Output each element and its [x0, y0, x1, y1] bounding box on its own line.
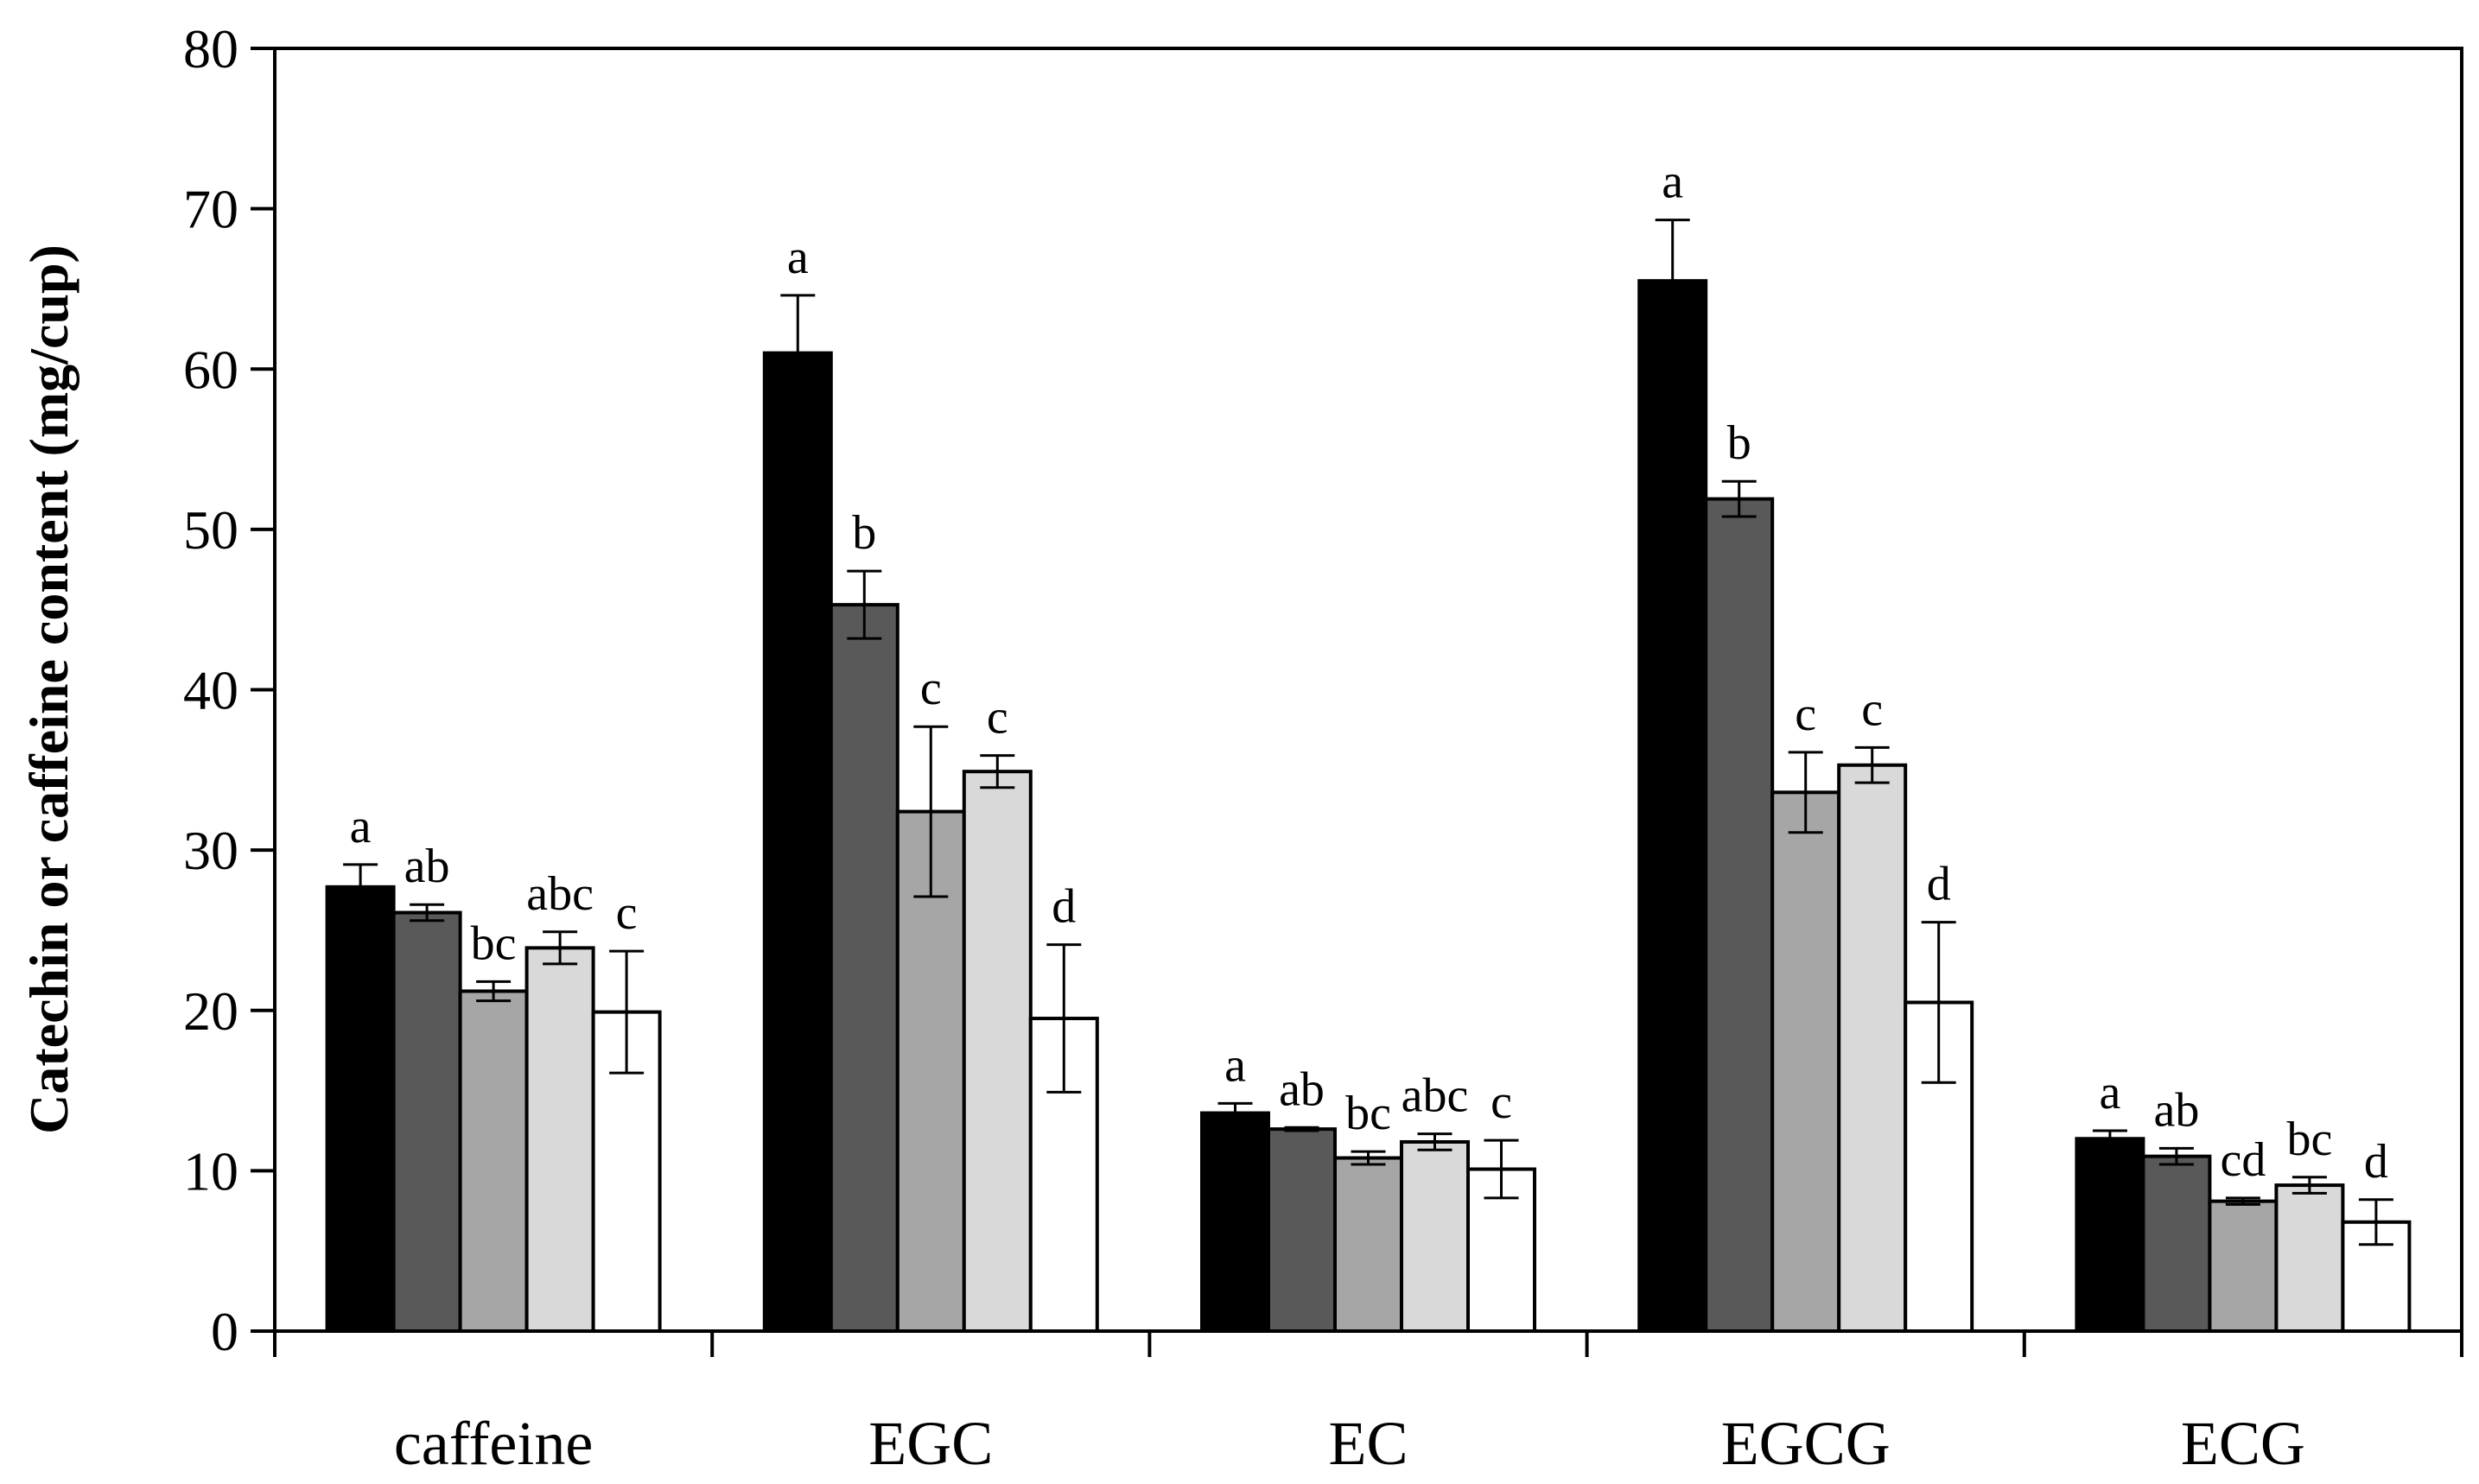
- sig-label-EGCG-s4: c: [1861, 682, 1883, 736]
- sig-label-EGCG-s5: d: [1927, 858, 1951, 911]
- bar-EGCG-s3: [1770, 790, 1841, 1333]
- x-tick-label-EC: EC: [1328, 1409, 1408, 1478]
- sig-label-ECG-s5: d: [2364, 1135, 2388, 1189]
- x-tick-label-ECG: ECG: [2181, 1409, 2305, 1478]
- sig-label-EC-s2: ab: [1279, 1062, 1325, 1116]
- bar-caffeine-s2: [391, 910, 462, 1334]
- sig-label-EGC-s3: c: [920, 662, 942, 715]
- sig-label-EGCG-s3: c: [1795, 688, 1816, 741]
- y-tick-label-50: 50: [183, 499, 238, 561]
- sig-label-ECG-s4: bc: [2286, 1113, 2332, 1166]
- y-tick-label-20: 20: [183, 980, 238, 1042]
- sig-label-EGCG-s2: b: [1727, 416, 1751, 470]
- bar-EC-s1: [1200, 1111, 1270, 1334]
- bar-EGC-s4: [962, 770, 1033, 1333]
- sig-label-EGC-s2: b: [852, 506, 876, 560]
- y-tick-label-70: 70: [183, 179, 238, 240]
- sig-label-EGCG-s1: a: [1662, 155, 1683, 209]
- bar-EC-s4: [1400, 1139, 1470, 1334]
- bar-EC-s3: [1333, 1156, 1403, 1334]
- sig-label-EC-s3: bc: [1345, 1087, 1391, 1140]
- bar-ECG-s4: [2274, 1183, 2345, 1334]
- sig-label-EC-s5: c: [1491, 1075, 1512, 1129]
- bar-EC-s2: [1267, 1127, 1337, 1334]
- sig-label-EGC-s4: c: [987, 691, 1008, 745]
- bar-caffeine-s1: [325, 885, 396, 1333]
- y-tick-label-30: 30: [183, 820, 238, 881]
- sig-label-caffeine-s2: ab: [404, 840, 450, 893]
- sig-label-EC-s4: abc: [1402, 1069, 1469, 1123]
- sig-label-EGC-s5: d: [1052, 880, 1076, 934]
- x-tick-label-EGC: EGC: [868, 1409, 993, 1478]
- bar-EGCG-s4: [1837, 763, 1908, 1333]
- x-axis: caffeine EGC EC EGCG ECG: [273, 1331, 2463, 1478]
- y-tick-label-0: 0: [211, 1301, 238, 1362]
- sig-label-EC-s1: a: [1224, 1038, 1246, 1092]
- bar-EGC-s1: [762, 351, 833, 1333]
- y-tick-label-80: 80: [183, 18, 238, 79]
- bar-EGCG-s1: [1637, 279, 1708, 1333]
- y-axis-title: Catechin or caffeine content (mg/cup): [18, 244, 79, 1134]
- bar-EGCG-s2: [1704, 497, 1775, 1333]
- y-tick-label-40: 40: [183, 660, 238, 721]
- sig-label-caffeine-s5: c: [616, 886, 638, 940]
- bar-caffeine-s4: [524, 946, 595, 1333]
- x-tick-label-caffeine: caffeine: [394, 1409, 593, 1478]
- sig-label-ECG-s2: ab: [2153, 1083, 2199, 1137]
- bar-ECG-s2: [2141, 1154, 2212, 1333]
- bar-ECG-s1: [2075, 1137, 2145, 1333]
- bar-EGC-s2: [829, 603, 899, 1333]
- error-bars: [343, 219, 2393, 1246]
- sig-label-ECG-s3: cd: [2220, 1133, 2266, 1187]
- x-tick-label-EGCG: EGCG: [1721, 1409, 1891, 1478]
- y-tick-label-60: 60: [183, 339, 238, 400]
- y-axis: 0 10 20 30 40 50 60 70 80: [183, 18, 275, 1362]
- sig-label-ECG-s1: a: [2099, 1066, 2120, 1119]
- bar-ECG-s3: [2208, 1199, 2279, 1334]
- sig-label-EGC-s1: a: [787, 231, 809, 284]
- sig-label-caffeine-s3: bc: [471, 916, 517, 970]
- sig-label-caffeine-s4: abc: [526, 867, 594, 921]
- y-tick-label-10: 10: [183, 1140, 238, 1202]
- sig-label-caffeine-s1: a: [350, 800, 372, 853]
- bar-caffeine-s3: [458, 989, 529, 1333]
